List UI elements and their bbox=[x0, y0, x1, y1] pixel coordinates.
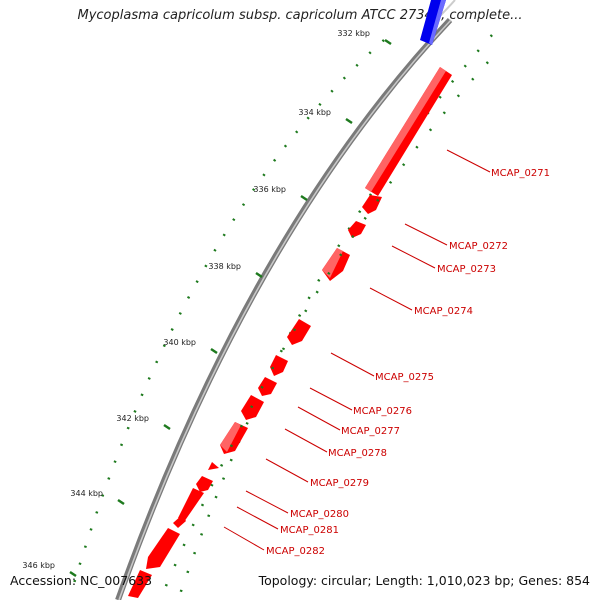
scale-tick-mark bbox=[300, 194, 308, 202]
gene-label[interactable]: MCAP_0282 bbox=[266, 546, 325, 557]
reverse-gene bbox=[420, 0, 446, 45]
gene-leader-line bbox=[223, 526, 265, 551]
scale-tick-label: 336 kbp bbox=[253, 185, 286, 194]
scale-tick-mark bbox=[345, 117, 353, 125]
gene-arrow-mcap-0279[interactable] bbox=[220, 422, 248, 454]
gene-leader-line bbox=[236, 506, 279, 530]
gene-leader-line bbox=[391, 245, 436, 269]
scale-tick-label: 334 kbp bbox=[298, 108, 331, 117]
gene-label[interactable]: MCAP_0272 bbox=[449, 241, 508, 252]
scale-tick-mark bbox=[384, 38, 392, 46]
gene-arrow-mcap-0282[interactable] bbox=[173, 488, 204, 528]
gene-leader-line bbox=[369, 287, 413, 311]
scale-tick-mark bbox=[163, 423, 171, 431]
gene-arrow-mcap-0280[interactable] bbox=[208, 462, 219, 470]
gene-arrow-mcap-0273[interactable] bbox=[348, 221, 366, 238]
gene-leader-line bbox=[404, 223, 448, 246]
gene-label[interactable]: MCAP_0273 bbox=[437, 264, 496, 275]
gene-label[interactable]: MCAP_0275 bbox=[375, 372, 434, 383]
gene-label[interactable]: MCAP_0271 bbox=[491, 168, 550, 179]
gene-label[interactable]: MCAP_0281 bbox=[280, 525, 339, 536]
gene-leader-line bbox=[245, 490, 289, 514]
gene-arrow-mcap-0271[interactable] bbox=[365, 67, 452, 196]
scale-tick-label: 338 kbp bbox=[208, 262, 241, 271]
gene-leader-line bbox=[446, 149, 491, 173]
scale-tick-label: 342 kbp bbox=[116, 414, 149, 423]
gene-leader-line bbox=[284, 428, 328, 453]
scale-tick-label: 346 kbp bbox=[22, 561, 55, 570]
scale-tick-label: 344 kbp bbox=[70, 489, 103, 498]
gene-label[interactable]: MCAP_0274 bbox=[414, 306, 473, 317]
scale-tick-mark bbox=[69, 570, 77, 578]
gene-arrows bbox=[128, 67, 452, 598]
scale-tick-mark bbox=[210, 347, 218, 355]
accession-text: Accession: NC_007633 bbox=[10, 573, 153, 588]
genome-summary-text: Topology: circular; Length: 1,010,023 bp… bbox=[258, 573, 590, 588]
gene-label[interactable]: MCAP_0276 bbox=[353, 406, 412, 417]
gene-leader-line bbox=[297, 406, 341, 431]
gene-arrow-mcap-next[interactable] bbox=[128, 528, 180, 598]
gene-arrow-mcap-0277[interactable] bbox=[258, 377, 277, 396]
gene-arrow-mcap-0275[interactable] bbox=[287, 319, 311, 345]
gene-arrow-mcap-0272[interactable] bbox=[362, 195, 382, 214]
gene-arrow-mcap-0274[interactable] bbox=[322, 248, 350, 281]
outer-dotted-guide bbox=[70, 39, 385, 591]
gene-leader-line bbox=[309, 387, 353, 411]
gene-label[interactable]: MCAP_0279 bbox=[310, 478, 369, 489]
gene-arrow-mcap-0276[interactable] bbox=[270, 355, 288, 376]
gene-labels: MCAP_0271 MCAP_0272 MCAP_0273 MCAP_0274 MCAP… bbox=[223, 149, 550, 557]
scale-tick-label: 332 kbp bbox=[337, 29, 370, 38]
gene-arrow-mcap-0281[interactable] bbox=[196, 476, 213, 492]
scale-tick-mark bbox=[117, 498, 125, 506]
gene-label[interactable]: MCAP_0278 bbox=[328, 448, 387, 459]
gene-label[interactable]: MCAP_0280 bbox=[290, 509, 349, 520]
scale-tick-mark bbox=[255, 271, 263, 279]
gene-leader-line bbox=[265, 458, 309, 483]
backbone-ring bbox=[115, 17, 453, 600]
scale-tick-label: 340 kbp bbox=[163, 338, 196, 347]
scale-ticks: 332 kbp 334 kbp 336 kbp 338 kbp 340 kbp 342 k… bbox=[22, 29, 392, 578]
map-title: Mycoplasma capricolum subsp. capricolum … bbox=[77, 8, 523, 23]
gene-leader-line bbox=[330, 352, 375, 377]
gene-label[interactable]: MCAP_0277 bbox=[341, 426, 400, 437]
